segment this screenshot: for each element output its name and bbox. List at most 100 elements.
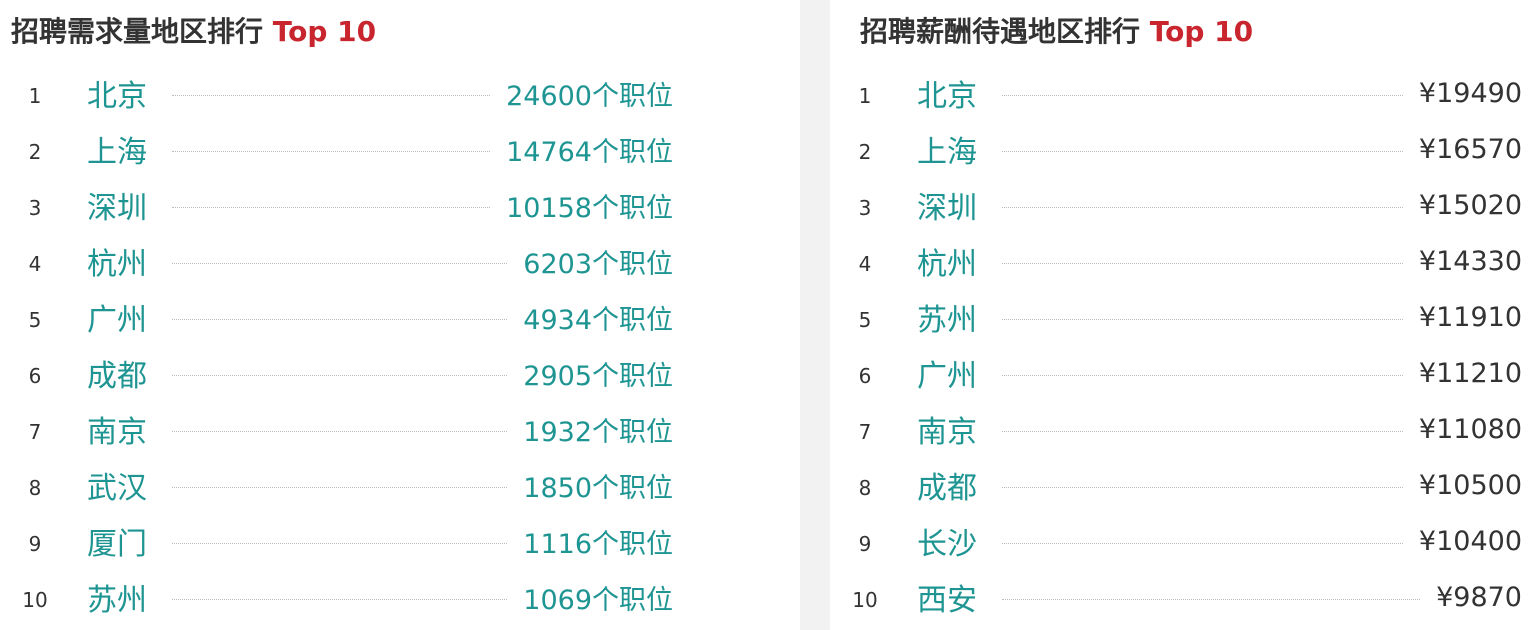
rank-number: 1 [858, 84, 872, 108]
title-accent: Top 10 [1149, 15, 1254, 48]
ranking-row: 6 广州 ¥11210 [830, 345, 1522, 401]
ranking-row: 4 杭州 6203个职位 [0, 233, 673, 289]
ranking-row: 8 武汉 1850个职位 [0, 457, 673, 513]
rank-number: 8 [858, 476, 872, 500]
ranking-row: 3 深圳 ¥15020 [830, 177, 1522, 233]
ranking-row: 8 成都 ¥10500 [830, 457, 1522, 513]
rank-number: 7 [858, 420, 872, 444]
city-link[interactable]: 长沙 [917, 527, 977, 562]
salary-ranking-panel: 招聘薪酬待遇地区排行 Top 10 1 北京 ¥19490 2 上海 ¥16570 3 深圳 ¥… [830, 0, 1540, 630]
rank-number: 8 [28, 476, 42, 500]
city-link[interactable]: 武汉 [87, 471, 147, 506]
rank-number: 10 [22, 588, 48, 612]
salary-ranking-title: 招聘薪酬待遇地区排行 Top 10 [860, 10, 1253, 50]
dotted-leader [172, 94, 491, 96]
rank-number: 6 [28, 364, 42, 388]
rank-number: 9 [858, 532, 872, 556]
ranking-row: 1 北京 24600个职位 [0, 65, 673, 121]
dotted-leader [172, 262, 508, 264]
city-link[interactable]: 深圳 [917, 191, 977, 226]
ranking-value: 1116个职位 [523, 528, 673, 560]
dotted-leader [1002, 318, 1403, 320]
dotted-leader [1002, 598, 1421, 600]
dotted-leader [1002, 542, 1403, 544]
ranking-row: 10 西安 ¥9870 [830, 569, 1522, 625]
ranking-row: 5 广州 4934个职位 [0, 289, 673, 345]
demand-ranking-title: 招聘需求量地区排行 Top 10 [11, 10, 376, 50]
city-link[interactable]: 北京 [87, 79, 147, 114]
dotted-leader [1002, 94, 1403, 96]
ranking-row: 5 苏州 ¥11910 [830, 289, 1522, 345]
dotted-leader [172, 206, 491, 208]
ranking-row: 1 北京 ¥19490 [830, 65, 1522, 121]
title-accent: Top 10 [272, 15, 377, 48]
title-text: 招聘需求量地区排行 [11, 15, 264, 48]
city-link[interactable]: 深圳 [87, 191, 147, 226]
demand-ranking-panel: 招聘需求量地区排行 Top 10 1 北京 24600个职位 2 上海 14764个职位 3… [0, 10, 673, 625]
ranking-value: ¥19490 [1418, 77, 1522, 109]
rank-number: 6 [858, 364, 872, 388]
ranking-value: ¥9870 [1436, 581, 1522, 613]
rank-number: 4 [28, 252, 42, 276]
ranking-row: 7 南京 ¥11080 [830, 401, 1522, 457]
ranking-value: 14764个职位 [506, 136, 673, 168]
ranking-value: ¥15020 [1418, 189, 1522, 221]
ranking-value: ¥11210 [1418, 357, 1522, 389]
city-link[interactable]: 苏州 [87, 583, 147, 618]
dotted-leader [1002, 430, 1403, 432]
ranking-row: 2 上海 14764个职位 [0, 121, 673, 177]
rank-number: 5 [858, 308, 872, 332]
rank-number: 1 [28, 84, 42, 108]
ranking-row: 6 成都 2905个职位 [0, 345, 673, 401]
dotted-leader [172, 318, 508, 320]
city-link[interactable]: 上海 [917, 135, 977, 170]
ranking-row: 7 南京 1932个职位 [0, 401, 673, 457]
dotted-leader [1002, 374, 1403, 376]
ranking-value: ¥11910 [1418, 301, 1522, 333]
city-link[interactable]: 成都 [87, 359, 147, 394]
ranking-value: ¥16570 [1418, 133, 1522, 165]
city-link[interactable]: 广州 [917, 359, 977, 394]
city-link[interactable]: 成都 [917, 471, 977, 506]
dotted-leader [172, 486, 508, 488]
city-link[interactable]: 上海 [87, 135, 147, 170]
rank-number: 5 [28, 308, 42, 332]
rank-number: 3 [28, 196, 42, 220]
dotted-leader [1002, 262, 1403, 264]
ranking-row: 10 苏州 1069个职位 [0, 569, 673, 625]
rank-number: 3 [858, 196, 872, 220]
ranking-value: 1850个职位 [523, 472, 673, 504]
dotted-leader [1002, 206, 1403, 208]
city-link[interactable]: 西安 [917, 583, 977, 618]
ranking-value: 10158个职位 [506, 192, 673, 224]
rank-number: 9 [28, 532, 42, 556]
dotted-leader [172, 374, 508, 376]
rank-number: 2 [858, 140, 872, 164]
ranking-value: ¥10500 [1418, 469, 1522, 501]
ranking-row: 9 长沙 ¥10400 [830, 513, 1522, 569]
city-link[interactable]: 苏州 [917, 303, 977, 338]
rank-number: 2 [28, 140, 42, 164]
dotted-leader [172, 542, 508, 544]
city-link[interactable]: 北京 [917, 79, 977, 114]
ranking-row: 2 上海 ¥16570 [830, 121, 1522, 177]
rank-number: 10 [852, 588, 878, 612]
ranking-value: 6203个职位 [523, 248, 673, 280]
city-link[interactable]: 杭州 [87, 247, 147, 282]
city-link[interactable]: 广州 [87, 303, 147, 338]
city-link[interactable]: 南京 [917, 415, 977, 450]
city-link[interactable]: 南京 [87, 415, 147, 450]
city-link[interactable]: 杭州 [917, 247, 977, 282]
ranking-row: 3 深圳 10158个职位 [0, 177, 673, 233]
ranking-value: ¥11080 [1418, 413, 1522, 445]
city-link[interactable]: 厦门 [87, 527, 147, 562]
dotted-leader [1002, 150, 1403, 152]
ranking-value: 1932个职位 [523, 416, 673, 448]
dotted-leader [1002, 486, 1403, 488]
dotted-leader [172, 150, 491, 152]
ranking-value: 2905个职位 [523, 360, 673, 392]
rank-number: 4 [858, 252, 872, 276]
ranking-value: ¥10400 [1418, 525, 1522, 557]
dotted-leader [172, 598, 508, 600]
title-text: 招聘薪酬待遇地区排行 [860, 15, 1141, 48]
